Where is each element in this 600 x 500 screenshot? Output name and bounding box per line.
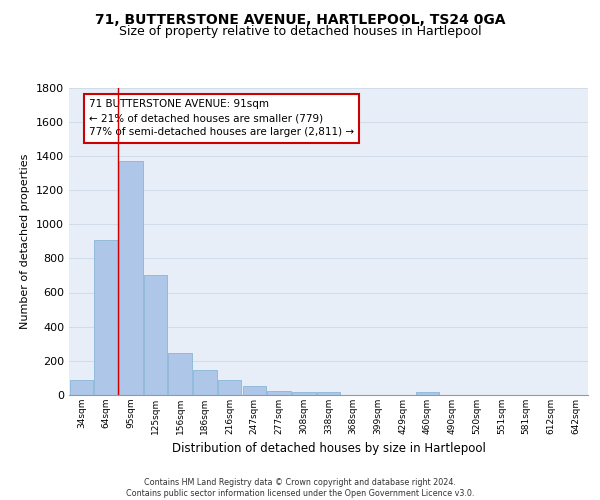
Y-axis label: Number of detached properties: Number of detached properties <box>20 154 31 329</box>
Bar <box>242 386 266 395</box>
Bar <box>169 353 192 395</box>
Bar <box>218 380 241 395</box>
Bar <box>268 390 291 395</box>
Bar <box>144 276 167 395</box>
Bar <box>416 392 439 395</box>
Bar <box>193 370 217 395</box>
Text: Size of property relative to detached houses in Hartlepool: Size of property relative to detached ho… <box>119 25 481 38</box>
Text: 71, BUTTERSTONE AVENUE, HARTLEPOOL, TS24 0GA: 71, BUTTERSTONE AVENUE, HARTLEPOOL, TS24… <box>95 12 505 26</box>
X-axis label: Distribution of detached houses by size in Hartlepool: Distribution of detached houses by size … <box>172 442 485 456</box>
Text: Contains HM Land Registry data © Crown copyright and database right 2024.
Contai: Contains HM Land Registry data © Crown c… <box>126 478 474 498</box>
Bar <box>317 392 340 395</box>
Text: 71 BUTTERSTONE AVENUE: 91sqm
← 21% of detached houses are smaller (779)
77% of s: 71 BUTTERSTONE AVENUE: 91sqm ← 21% of de… <box>89 100 354 138</box>
Bar <box>119 161 143 395</box>
Bar <box>292 392 316 395</box>
Bar <box>70 380 93 395</box>
Bar <box>94 240 118 395</box>
